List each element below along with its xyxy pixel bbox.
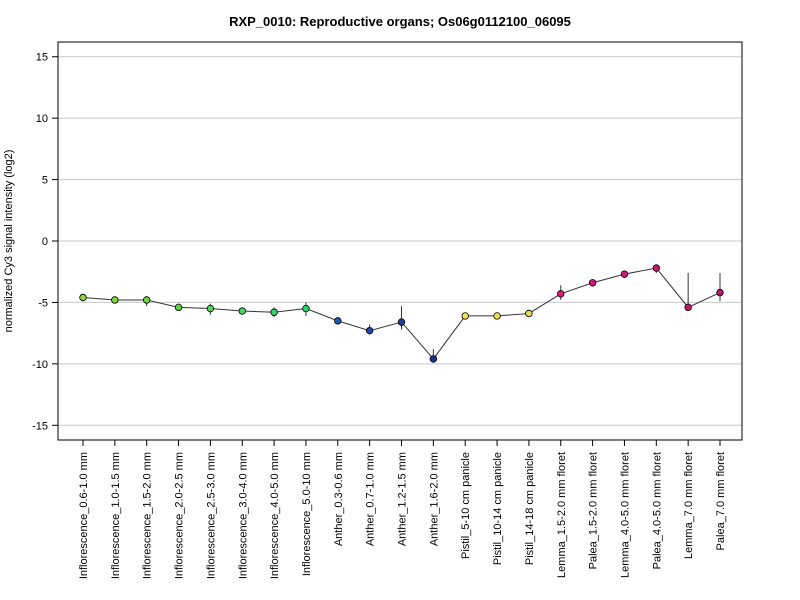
data-point — [206, 304, 215, 313]
data-point — [142, 296, 151, 304]
x-tick-label: Palea_1.5-2.0 mm floret — [588, 452, 600, 569]
data-point — [588, 279, 597, 287]
x-tick-label: Inflorescence_1.5-2.0 mm — [142, 452, 154, 579]
y-tick-label: 5 — [42, 175, 48, 187]
x-tick-label: Lemma_1.5-2.0 mm floret — [556, 452, 568, 578]
x-tick-label: Anther_0.3-0.6 mm — [333, 452, 345, 546]
x-tick-label: Inflorescence_3.0-4.0 mm — [237, 452, 249, 579]
axes: 15 10 5 0 -5 -10 -15 Inflorescence_0.6-1.0 mm In… — [32, 52, 727, 579]
data-point — [270, 308, 278, 316]
x-tick-label: Inflorescence_5.0-10 mm — [301, 452, 313, 576]
chart-title: RXP_0010: Reproductive organs; Os06g0112… — [229, 14, 571, 29]
grid-lines — [58, 56, 742, 426]
x-tick-label: Palea_7.0 mm floret — [715, 452, 727, 550]
x-tick-label: Pistil_14-18 cm panicle — [524, 452, 536, 565]
x-tick-label: Pistil_10-14 cm panicle — [492, 452, 504, 565]
x-tick-label: Inflorescence_4.0-5.0 mm — [269, 452, 281, 579]
data-point — [493, 312, 501, 320]
data-point — [652, 264, 660, 272]
x-tick-label: Inflorescence_1.0-1.5 mm — [110, 452, 122, 579]
data-point — [365, 326, 374, 335]
data-point — [397, 318, 406, 326]
data-point — [238, 307, 246, 315]
x-tick-label: Lemma_4.0-5.0 mm floret — [619, 452, 631, 578]
x-tick-label: Anther_1.2-1.5 mm — [397, 452, 409, 546]
data-points — [79, 264, 724, 363]
x-tick-label: Anther_1.6-2.0 mm — [428, 452, 440, 546]
x-tick-label: Inflorescence_0.6-1.0 mm — [78, 452, 90, 579]
y-tick-label: -10 — [32, 359, 48, 371]
x-tick-label: Lemma_7.0 mm floret — [683, 452, 695, 559]
x-tick-label: Anther_0.7-1.0 mm — [365, 452, 377, 546]
plot-frame — [57, 41, 743, 441]
data-point — [684, 303, 692, 312]
data-point — [716, 288, 724, 297]
x-tick-label: Pistil_5-10 cm panicle — [460, 452, 472, 559]
data-point — [79, 293, 87, 302]
y-tick-label: -15 — [32, 420, 48, 432]
y-tick-label: 10 — [36, 113, 48, 125]
data-point — [557, 290, 565, 298]
data-point — [461, 312, 469, 320]
y-axis-label: normalized Cy3 signal intensity (log2) — [3, 150, 15, 333]
data-point — [302, 304, 310, 313]
x-tick-label: Inflorescence_2.5-3.0 mm — [205, 452, 217, 579]
data-point — [620, 270, 629, 278]
y-tick-label: -5 — [38, 297, 48, 309]
data-point — [111, 296, 119, 304]
data-point — [174, 303, 183, 312]
y-tick-label: 15 — [36, 52, 48, 64]
data-point — [525, 309, 533, 318]
data-point — [429, 355, 438, 363]
y-tick-label: 0 — [42, 236, 48, 248]
x-tick-label: Inflorescence_2.0-2.5 mm — [174, 452, 186, 579]
data-point — [334, 317, 342, 325]
x-tick-label: Palea_4.0-5.0 mm floret — [651, 452, 663, 569]
